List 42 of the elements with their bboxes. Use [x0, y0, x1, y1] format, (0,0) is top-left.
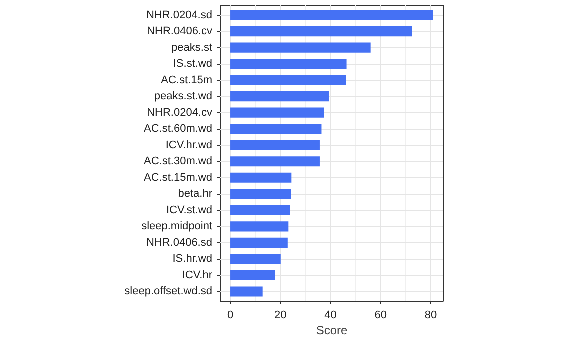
- bar: [230, 172, 292, 183]
- x-tick-label: 0: [227, 310, 234, 322]
- y-tick-label: AC.st.30m.wd: [144, 156, 213, 168]
- bar: [230, 59, 347, 70]
- bar: [230, 189, 292, 200]
- bar: [230, 286, 263, 297]
- bar: [230, 108, 324, 118]
- bar: [230, 254, 281, 264]
- x-tick-label: 60: [374, 310, 387, 322]
- bar: [230, 75, 346, 86]
- bar: [230, 238, 288, 248]
- x-tick-label: 80: [424, 310, 438, 322]
- bar: [230, 26, 412, 37]
- y-tick-label: AC.st.15m: [161, 74, 213, 86]
- y-tick-label: IS.st.wd: [173, 58, 212, 70]
- y-tick-label: NHR.0406.sd: [146, 236, 213, 249]
- bar: [230, 222, 289, 232]
- y-tick-label: ICV.hr.wd: [166, 139, 213, 152]
- x-tick-label: 40: [324, 310, 337, 322]
- x-tick-label: 20: [274, 310, 287, 322]
- y-tick-label: peaks.st: [172, 42, 213, 54]
- y-tick-label: NHR.0204.cv: [147, 106, 213, 119]
- y-tick-label: ICV.hr: [182, 269, 213, 282]
- bar: [230, 92, 329, 102]
- bar: [230, 42, 371, 53]
- bar: [230, 205, 290, 216]
- y-tick-label: beta.hr: [178, 188, 213, 200]
- y-tick-label: sleep.midpoint: [142, 220, 213, 233]
- y-tick-label: ICV.st.wd: [166, 204, 213, 216]
- bar: [230, 10, 434, 20]
- bar: [230, 140, 320, 150]
- y-tick-label: peaks.st.wd: [154, 90, 213, 103]
- y-tick-label: AC.st.60m.wd: [144, 123, 213, 136]
- y-tick-label: AC.st.15m.wd: [144, 172, 213, 184]
- bar: [230, 156, 320, 167]
- y-tick-label: NHR.0204.sd: [146, 9, 213, 22]
- y-tick-label: IS.hr.wd: [172, 253, 213, 266]
- x-axis-title: Score: [316, 324, 348, 338]
- bar: [230, 124, 322, 134]
- bar: [230, 270, 276, 281]
- y-tick-label: sleep.offset.wd.sd: [124, 286, 213, 298]
- y-tick-label: NHR.0406.cv: [147, 26, 213, 38]
